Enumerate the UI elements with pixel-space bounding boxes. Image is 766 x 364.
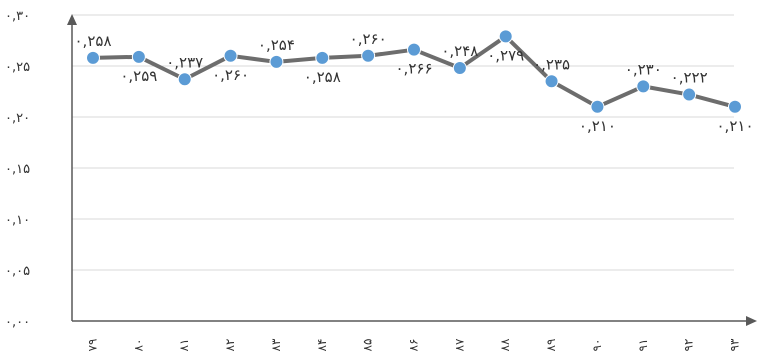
data-point xyxy=(86,50,100,65)
x-axis-arrow xyxy=(746,316,757,326)
data-label: ۰,۲۵۴ xyxy=(258,36,295,54)
x-tick-label: ۸۰ xyxy=(131,339,145,352)
data-point xyxy=(177,72,192,87)
data-point xyxy=(636,79,651,94)
x-tick-label: ۸۷ xyxy=(452,338,466,351)
data-point xyxy=(269,54,284,69)
data-point xyxy=(590,99,605,114)
x-tick-label: ۸۱ xyxy=(177,339,191,352)
data-label: ۰,۲۲۲ xyxy=(671,69,708,87)
y-tick-label: ۰,۲۵ xyxy=(5,60,30,75)
data-label: ۰,۲۵۸ xyxy=(304,68,341,86)
data-point xyxy=(131,49,146,64)
x-tick-labels: ۷۹ ۸۰ ۸۱ ۸۲ ۸۳ ۸۴ ۸۵ ۸۶ ۸۷ ۸۸ ۸۹ ۹۰ ۹۱ ۹۲ ۹۳ xyxy=(86,338,742,351)
data-label: ۰,۲۵۸ xyxy=(75,32,112,50)
data-point xyxy=(361,48,376,63)
data-point xyxy=(452,61,467,76)
data-point xyxy=(682,87,697,102)
x-tick-label: ۸۵ xyxy=(361,339,375,352)
data-point xyxy=(498,29,513,44)
x-tick-label: ۸۴ xyxy=(315,339,329,352)
x-tick-label: ۸۳ xyxy=(269,338,283,351)
x-tick-label: ۸۸ xyxy=(498,338,512,351)
x-tick-label: ۸۲ xyxy=(223,339,237,352)
y-tick-label: ۰,۰۵ xyxy=(5,264,30,279)
x-tick-label: ۷۹ xyxy=(86,339,100,352)
data-point xyxy=(223,48,238,63)
data-labels: ۰,۲۵۸ ۰,۲۵۹ ۰,۲۳۷ ۰,۲۶۰ ۰,۲۵۴ ۰,۲۵۸ ۰,۲۶۰ ۰,۲۶۶… xyxy=(75,30,754,135)
series-markers xyxy=(86,29,742,114)
data-point xyxy=(315,50,330,65)
grid-lines xyxy=(72,14,734,271)
data-label: ۰,۲۱۰ xyxy=(579,117,616,135)
data-label: ۰,۲۴۸ xyxy=(441,42,478,60)
data-label: ۰,۲۶۶ xyxy=(396,60,433,78)
y-tick-label: ۰,۰۰ xyxy=(5,315,30,330)
y-tick-label: ۰,۲۰ xyxy=(5,111,30,126)
x-tick-label: ۸۹ xyxy=(544,339,558,352)
y-tick-label: ۰,۱۵ xyxy=(5,162,30,177)
y-tick-labels: ۰,۰۰ ۰,۰۵ ۰,۱۰ ۰,۱۵ ۰,۲۰ ۰,۲۵ ۰,۳۰ xyxy=(5,9,30,330)
x-tick-label: ۹۳ xyxy=(728,338,742,351)
data-label: ۰,۲۷۹ xyxy=(487,46,524,64)
x-tick-label: ۹۰ xyxy=(590,339,604,352)
data-point xyxy=(407,42,421,57)
x-tick-label: ۸۶ xyxy=(407,339,421,352)
x-tick-label: ۹۱ xyxy=(636,339,650,352)
data-label: ۰,۲۳۷ xyxy=(166,53,203,71)
data-label: ۰,۲۶۰ xyxy=(212,66,249,84)
y-axis-arrow xyxy=(67,14,77,25)
data-label: ۰,۲۳۰ xyxy=(625,60,662,78)
data-point xyxy=(728,99,742,114)
data-point xyxy=(544,74,559,89)
data-label: ۰,۲۶۰ xyxy=(350,30,387,48)
data-label: ۰,۲۵۹ xyxy=(120,67,157,85)
y-tick-label: ۰,۳۰ xyxy=(5,9,30,24)
data-label: ۰,۲۱۰ xyxy=(717,117,754,135)
data-label: ۰,۲۳۵ xyxy=(533,55,570,73)
y-tick-label: ۰,۱۰ xyxy=(5,213,30,228)
x-tick-label: ۹۲ xyxy=(682,339,696,352)
axes xyxy=(67,14,757,326)
